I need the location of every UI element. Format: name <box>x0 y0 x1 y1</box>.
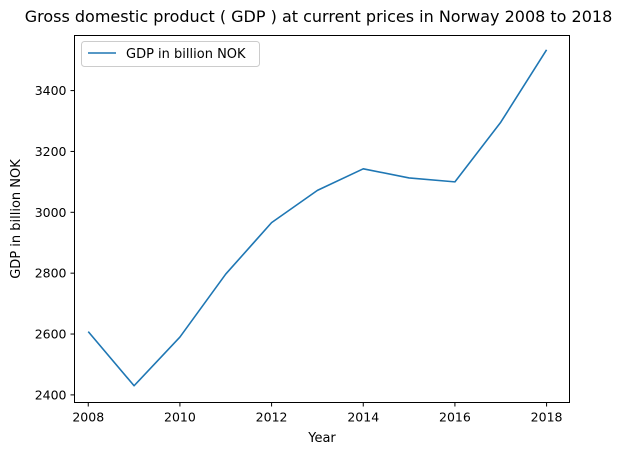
plot-area <box>74 35 570 403</box>
y-tick-label: 3200 <box>35 144 67 159</box>
x-tick-label: 2008 <box>72 410 104 425</box>
series-line <box>87 49 548 387</box>
x-axis-label: Year <box>307 431 336 446</box>
y-tick-label: 2400 <box>35 387 67 402</box>
x-tick-label: 2018 <box>531 410 563 425</box>
y-tick-label: 3400 <box>35 83 67 98</box>
chart-title: Gross domestic product ( GDP ) at curren… <box>24 7 613 26</box>
series-lines <box>87 49 548 387</box>
x-ticks: 2008 2010 2012 2014 2016 2018 <box>72 402 563 425</box>
y-axis-label: GDP in billion NOK <box>9 159 24 279</box>
x-tick-label: 2016 <box>439 410 471 425</box>
legend-box <box>81 41 260 67</box>
x-tick-label: 2012 <box>256 410 288 425</box>
x-tick-label: 2010 <box>164 410 196 425</box>
legend-label: GDP in billion NOK <box>126 47 246 62</box>
y-tick-label: 2800 <box>35 266 67 281</box>
y-tick-label: 2600 <box>35 327 67 342</box>
y-tick-label: 3000 <box>35 205 67 220</box>
y-ticks: 2400 2600 2800 3000 3200 3400 <box>35 83 75 402</box>
legend: GDP in billion NOK <box>81 41 260 67</box>
x-tick-label: 2014 <box>347 410 379 425</box>
